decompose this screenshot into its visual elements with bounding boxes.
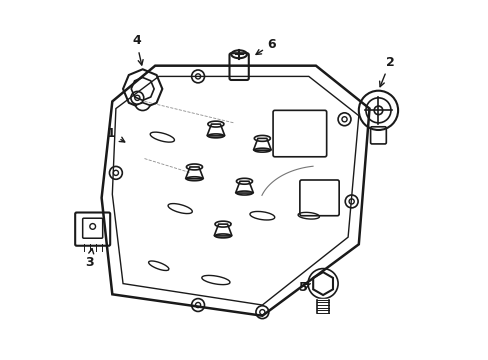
Text: 5: 5 — [298, 281, 310, 294]
Text: 1: 1 — [107, 127, 124, 142]
Text: 2: 2 — [379, 56, 393, 87]
Text: 4: 4 — [132, 34, 143, 65]
Wedge shape — [135, 103, 150, 111]
Text: 6: 6 — [256, 38, 276, 54]
Text: 3: 3 — [85, 248, 94, 269]
